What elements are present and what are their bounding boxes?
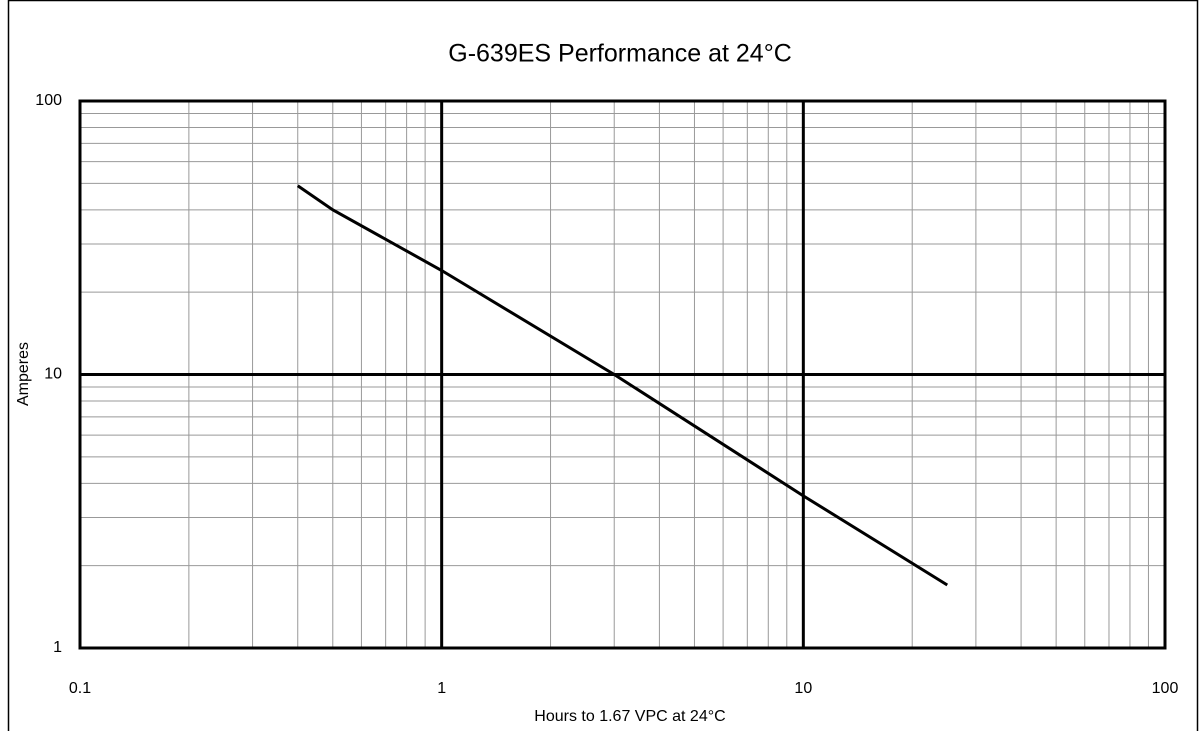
x-tick-label: 100: [1152, 680, 1179, 697]
y-tick-label: 100: [35, 92, 62, 109]
y-tick-label: 10: [44, 366, 62, 383]
y-tick-label: 1: [53, 639, 62, 656]
x-axis-label: Hours to 1.67 VPC at 24°C: [534, 708, 725, 725]
x-tick-label: 10: [794, 680, 812, 697]
plot-border: [78, 99, 1167, 650]
y-axis-label: Amperes: [15, 342, 32, 406]
x-tick-label: 1: [437, 680, 446, 697]
chart-title: G-639ES Performance at 24°C: [448, 40, 792, 68]
x-tick-label: 0.1: [69, 680, 91, 697]
data-line: [296, 184, 949, 587]
